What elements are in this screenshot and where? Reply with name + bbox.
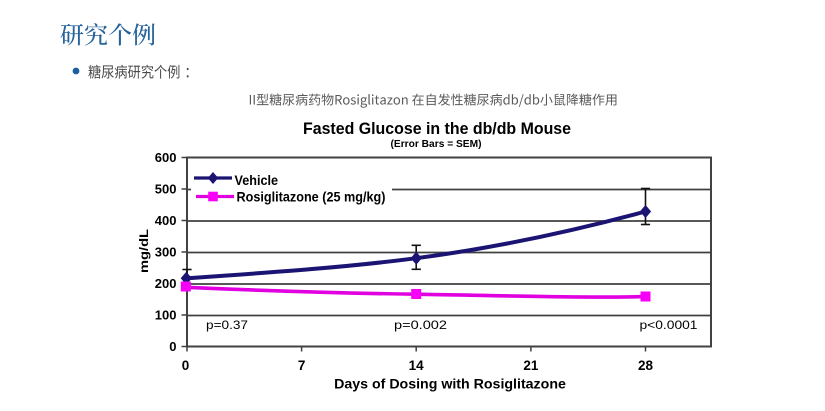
svg-text:Rosiglitazone (25 mg/kg): Rosiglitazone (25 mg/kg) xyxy=(237,190,386,205)
svg-text:400: 400 xyxy=(155,213,177,228)
svg-text:(Error Bars = SEM): (Error Bars = SEM) xyxy=(391,138,482,150)
svg-text:200: 200 xyxy=(155,276,177,291)
svg-text:21: 21 xyxy=(523,358,539,373)
svg-text:Vehicle: Vehicle xyxy=(235,173,279,188)
svg-text:Days of Dosing with Rosiglitaz: Days of Dosing with Rosiglitazone xyxy=(334,377,566,393)
svg-text:600: 600 xyxy=(155,150,177,165)
svg-text:mg/dL: mg/dL xyxy=(137,228,151,273)
svg-text:p=0.002: p=0.002 xyxy=(394,318,447,332)
svg-text:Fasted Glucose in the db/db Mo: Fasted Glucose in the db/db Mouse xyxy=(303,120,571,138)
svg-text:28: 28 xyxy=(638,358,654,373)
svg-text:7: 7 xyxy=(298,358,306,373)
svg-text:0: 0 xyxy=(182,358,190,373)
svg-text:p=0.37: p=0.37 xyxy=(206,318,248,332)
svg-text:p<0.0001: p<0.0001 xyxy=(640,318,698,332)
svg-text:14: 14 xyxy=(409,358,425,373)
svg-text:100: 100 xyxy=(155,308,177,323)
svg-text:500: 500 xyxy=(155,182,177,197)
svg-text:0: 0 xyxy=(169,339,176,354)
svg-text:300: 300 xyxy=(155,245,177,260)
